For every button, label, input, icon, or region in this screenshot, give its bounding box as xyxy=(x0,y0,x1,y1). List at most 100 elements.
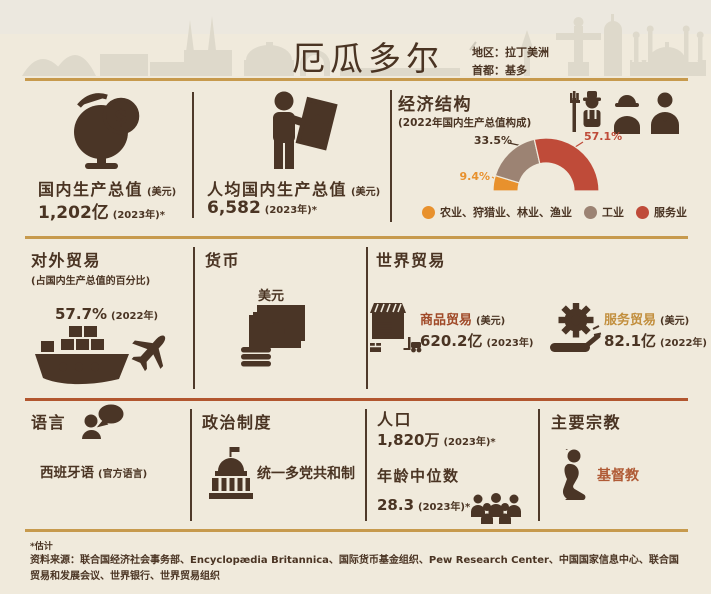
divider-header xyxy=(25,78,688,81)
language-section: 语言 西班牙语 (官方语言) xyxy=(25,401,188,529)
region-label: 地区：拉丁美洲 xyxy=(472,46,549,59)
gdp-unit: (美元) xyxy=(147,187,177,198)
legend-item-0: 农业、狩猎业、林业、渔业 xyxy=(422,204,572,220)
page-title: 厄瓜多尔 xyxy=(292,39,444,78)
median-age-value: 28.3 xyxy=(377,496,415,514)
sector-icons xyxy=(570,90,680,134)
gdp-title: 国内生产总值 xyxy=(38,180,144,199)
gdp-pc-title: 人均国内生产总值 xyxy=(207,180,348,199)
estimate-note: *估计 xyxy=(30,542,53,552)
population-year: (2023年)* xyxy=(443,437,496,448)
svg-text:$: $ xyxy=(114,105,128,129)
praying-person-icon xyxy=(562,449,586,500)
religion-title: 主要宗教 xyxy=(551,413,622,432)
gdp-pc-year: (2023年)* xyxy=(264,205,317,216)
services-trade-unit: (美元) xyxy=(660,316,690,327)
divider-r2-a xyxy=(193,247,195,389)
services-trade-value: 82.1亿 xyxy=(604,332,657,350)
legend-item-2: 服务业 xyxy=(636,204,687,220)
plane-icon xyxy=(131,335,166,372)
ship-icon xyxy=(35,326,129,385)
warehouse-icon xyxy=(370,303,422,353)
gear-hand-icon xyxy=(550,303,602,352)
waiter-icon xyxy=(651,92,679,134)
ship-plane-icons xyxy=(35,326,166,385)
donut-label-services: 57.1% xyxy=(584,130,623,143)
legend-dot-icon xyxy=(636,205,649,219)
language-value: 西班牙语 xyxy=(40,465,94,481)
legend-dot-icon xyxy=(422,205,435,219)
capitol-icon xyxy=(209,447,253,499)
goods-trade-label: 商品贸易 xyxy=(420,313,473,328)
economy-section: 经济结构 (2022年国内生产总值构成) xyxy=(394,84,711,236)
people-group-icon xyxy=(471,493,521,524)
religion-value: 基督教 xyxy=(597,468,639,484)
services-trade-label: 服务贸易 xyxy=(604,313,657,328)
legend-label: 工业 xyxy=(602,206,624,219)
currency-section: 货币 美元 xyxy=(196,239,364,399)
legend-dot-icon xyxy=(584,205,597,219)
economy-title: 经济结构 xyxy=(398,95,472,115)
population-value: 1,820万 xyxy=(377,431,440,449)
donut-legend: 农业、狩猎业、林业、渔业 工业 服务业 xyxy=(422,204,687,220)
legend-label: 农业、狩猎业、林业、渔业 xyxy=(440,206,572,219)
legend-label: 服务业 xyxy=(654,206,687,219)
divider-footer xyxy=(25,529,688,532)
gdp-pc-unit: (美元) xyxy=(351,187,381,198)
goods-trade-year: (2023年) xyxy=(486,338,534,349)
services-trade-year: (2022年) xyxy=(660,338,707,349)
foreign-trade-value: 57.7% xyxy=(55,305,108,323)
economy-subtitle: (2022年国内生产总值构成) xyxy=(398,117,532,129)
religion-section: 主要宗教 基督教 xyxy=(541,401,711,529)
speech-person-icon xyxy=(82,404,124,439)
currency-value: 美元 xyxy=(257,289,284,304)
median-age-label: 年龄中位数 xyxy=(377,467,460,485)
political-title: 政治制度 xyxy=(202,413,273,432)
foreign-trade-year: (2022年) xyxy=(111,311,159,322)
gdp-pc-value: 6,582 xyxy=(207,198,261,218)
gdp-per-capita-section: 人均国内生产总值 (美元) 6,582 (2023年)* xyxy=(196,84,390,236)
capital-label: 首都：基多 xyxy=(472,63,527,77)
political-system-section: 政治制度 统一多党共和制 xyxy=(193,401,363,529)
world-trade-title: 世界贸易 xyxy=(376,251,447,270)
foreign-trade-subtitle: (占国内生产总值的百分比) xyxy=(31,276,151,287)
currency-title: 货币 xyxy=(205,251,241,270)
population-title: 人口 xyxy=(377,410,413,429)
foreign-trade-section: 对外贸易 (占国内生产总值的百分比) 57.7% (2022年) xyxy=(25,239,192,399)
person-banknote-icon xyxy=(273,91,338,169)
population-section: 人口 1,820万 (2023年)* 年龄中位数 28.3 (2023年)* xyxy=(368,401,536,529)
header-top-band xyxy=(0,0,711,34)
donut-label-industry: 33.5% xyxy=(473,134,512,147)
divider-r3-b xyxy=(365,409,367,521)
sources-text: 资料来源：联合国经济社会事务部、Encyclopædia Britannica、… xyxy=(30,555,679,582)
donut-segment-2 xyxy=(533,137,600,192)
divider-r1-a xyxy=(192,92,194,218)
globe-dollar-icon: $ xyxy=(74,93,140,169)
language-note: (官方语言) xyxy=(98,469,148,480)
divider-r3-c xyxy=(538,409,540,521)
median-age-year: (2023年)* xyxy=(418,502,471,513)
banknotes-icon xyxy=(241,305,305,367)
economy-donut-chart xyxy=(491,137,600,192)
divider-r2-b xyxy=(366,247,368,389)
world-trade-section: 世界贸易 商品贸易 (美元) 620.2亿 (2023年) xyxy=(368,239,711,399)
donut-label-agriculture: 9.4% xyxy=(459,170,490,183)
goods-trade-value: 620.2亿 xyxy=(420,332,483,350)
divider-r3-a xyxy=(190,409,192,521)
legend-item-1: 工业 xyxy=(584,204,624,220)
divider-row1 xyxy=(25,236,688,239)
political-value: 统一多党共和制 xyxy=(257,466,355,482)
country-meta: 地区：拉丁美洲 首都：基多 xyxy=(472,44,549,79)
divider-r1-b xyxy=(390,90,392,222)
farmer-icon xyxy=(570,91,601,132)
skyline-silhouette xyxy=(22,14,706,76)
goods-trade-unit: (美元) xyxy=(476,316,506,327)
language-title: 语言 xyxy=(31,413,67,432)
gdp-section: $ 国内生产总值 (美元) 1,202亿 (2023年)* xyxy=(25,84,192,236)
divider-row2 xyxy=(25,398,688,401)
foreign-trade-title: 对外贸易 xyxy=(31,251,102,270)
gdp-value: 1,202亿 xyxy=(38,203,109,223)
gdp-year: (2023年)* xyxy=(112,210,165,221)
worker-icon xyxy=(614,95,640,134)
